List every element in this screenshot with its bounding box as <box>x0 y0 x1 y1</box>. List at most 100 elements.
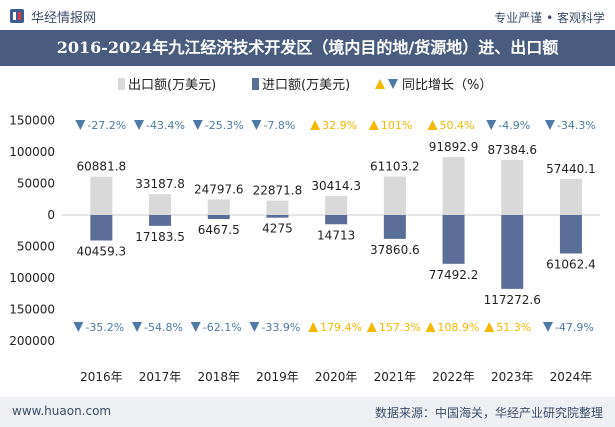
export-bar <box>325 195 348 215</box>
triangle-up-icon <box>375 79 385 89</box>
triangle-down-icon <box>249 322 260 332</box>
triangle-up-icon <box>368 120 379 130</box>
import-bar <box>266 215 289 218</box>
export-value-label: 22871.8 <box>253 184 303 198</box>
y-tick-label: 50000 <box>17 177 55 191</box>
import-bar <box>442 215 465 264</box>
import-bar <box>501 215 524 289</box>
import-bar <box>207 215 230 220</box>
y-tick-label: 100000 <box>9 271 55 285</box>
logo-icon <box>10 9 24 23</box>
legend-export-swatch <box>118 78 125 90</box>
export-growth-label: 32.9% <box>322 119 357 132</box>
triangle-up-icon <box>308 322 319 332</box>
triangle-up-icon <box>310 120 321 130</box>
triangle-down-icon <box>544 120 555 130</box>
triangle-down-icon <box>132 322 143 332</box>
x-tick-label: 2023年 <box>491 370 534 384</box>
export-value-label: 60881.8 <box>77 160 127 174</box>
export-value-label: 91892.9 <box>429 140 479 154</box>
triangle-down-icon <box>190 322 201 332</box>
export-value-label: 61103.2 <box>370 160 420 174</box>
triangle-down-icon <box>251 120 262 130</box>
y-tick-label: 100000 <box>9 145 55 159</box>
import-value-label: 117272.6 <box>484 293 541 307</box>
x-tick-label: 2016年 <box>80 370 123 384</box>
import-growth-label: 179.4% <box>320 321 362 334</box>
import-bar <box>90 215 113 241</box>
export-bar <box>207 199 230 215</box>
export-growth-label: -43.4% <box>146 119 185 132</box>
x-tick-label: 2020年 <box>315 370 358 384</box>
import-value-label: 6467.5 <box>198 223 240 237</box>
legend-yoy-label: 同比增长（%） <box>402 78 492 93</box>
y-tick-label: 150000 <box>9 303 55 317</box>
import-growth-label: 157.3% <box>379 321 421 334</box>
import-bar <box>325 215 348 225</box>
export-growth-label: 101% <box>381 119 412 132</box>
top-bar: 华经情报网 专业严谨 • 客观科学 <box>0 0 615 30</box>
import-growth-label: -33.9% <box>261 321 300 334</box>
brand-name: 华经情报网 <box>31 10 97 26</box>
x-tick-label: 2022年 <box>432 370 475 384</box>
triangle-down-icon <box>388 79 398 89</box>
triangle-down-icon <box>134 120 145 130</box>
legend-import-swatch <box>252 78 259 90</box>
site-url[interactable]: www.huaon.com <box>12 404 112 418</box>
brand: 华经情报网 <box>9 7 97 26</box>
legend-import-label: 进口额(万美元) <box>262 78 350 93</box>
export-bar <box>149 194 172 215</box>
y-tick-label: 150000 <box>9 114 55 128</box>
export-bar <box>501 159 524 215</box>
import-value-label: 17183.5 <box>135 230 185 244</box>
export-value-label: 87384.6 <box>487 143 537 157</box>
export-bar <box>90 176 113 215</box>
import-growth-label: -62.1% <box>203 321 242 334</box>
export-value-label: 57440.1 <box>546 162 596 176</box>
chart: 出口额(万美元) 进口额(万美元) 同比增长（%） 150000 100000 50000… <box>9 78 600 384</box>
import-growth-label: 108.9% <box>438 321 480 334</box>
x-tick-label: 2017年 <box>139 370 182 384</box>
export-growth-label: 50.4% <box>440 119 475 132</box>
y-tick-label: 0 <box>47 208 55 222</box>
triangle-up-icon <box>427 120 438 130</box>
legend-export-label: 出口额(万美元) <box>128 78 216 93</box>
export-growth-label: -34.3% <box>557 119 596 132</box>
import-growth-label: -54.8% <box>144 321 183 334</box>
import-growth-label: -47.9% <box>555 321 594 334</box>
import-value-label: 61062.4 <box>546 257 596 271</box>
export-value-label: 24797.6 <box>194 182 244 196</box>
triangle-up-icon <box>366 322 377 332</box>
export-bar <box>559 178 582 215</box>
tagline: 专业严谨 • 客观科学 <box>494 11 605 25</box>
title-bar: 2016-2024年九江经济技术开发区（境内目的地/货源地）进、出口额 <box>0 30 615 66</box>
export-growth-label: -27.2% <box>87 119 126 132</box>
import-growth-label: 51.3% <box>496 321 531 334</box>
export-value-label: 33187.8 <box>135 177 185 191</box>
import-value-label: 14713 <box>317 228 355 242</box>
x-tick-label: 2021年 <box>374 370 417 384</box>
export-bar <box>442 157 465 215</box>
triangle-down-icon <box>73 322 84 332</box>
triangle-down-icon <box>192 120 203 130</box>
triangle-up-icon <box>425 322 436 332</box>
import-growth-label: -35.2% <box>85 321 124 334</box>
import-value-label: 77492.2 <box>429 268 479 282</box>
x-tick-label: 2024年 <box>550 370 593 384</box>
export-growth-label: -25.3% <box>205 119 244 132</box>
triangle-up-icon <box>484 322 495 332</box>
x-tick-label: 2018年 <box>197 370 240 384</box>
y-tick-label: 50000 <box>17 240 55 254</box>
import-value-label: 37860.6 <box>370 243 420 257</box>
import-value-label: 4275 <box>262 222 293 236</box>
export-bar <box>266 200 289 215</box>
export-value-label: 30414.3 <box>311 179 361 193</box>
import-bar <box>559 215 582 254</box>
export-bar <box>383 176 406 215</box>
triangle-down-icon <box>542 322 553 332</box>
footer: www.huaon.com 数据来源：中国海关，华经产业研究院整理 <box>0 397 615 427</box>
import-bar <box>383 215 406 239</box>
chart-title: 2016-2024年九江经济技术开发区（境内目的地/货源地）进、出口额 <box>56 38 559 57</box>
export-growth-label: -4.9% <box>498 119 530 132</box>
data-source: 数据来源：中国海关，华经产业研究院整理 <box>374 406 603 420</box>
